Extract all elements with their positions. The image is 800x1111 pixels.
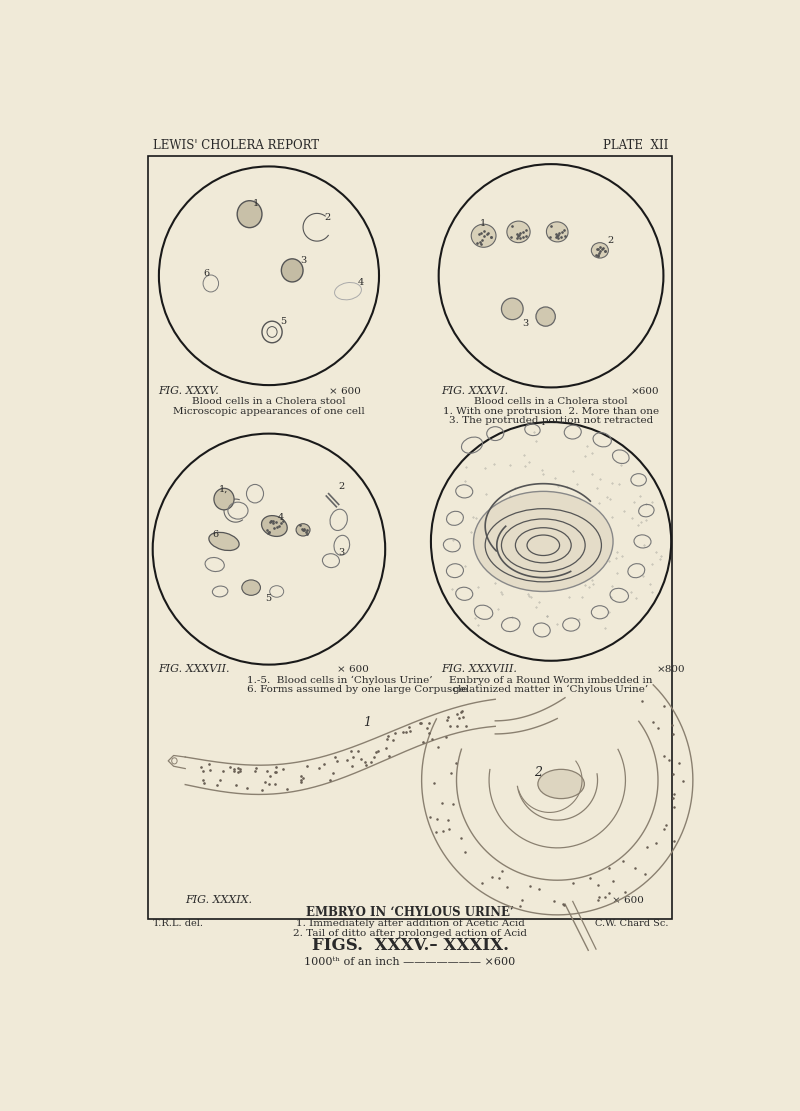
Ellipse shape <box>209 532 239 551</box>
Ellipse shape <box>471 224 496 248</box>
Text: 1: 1 <box>480 219 486 228</box>
Ellipse shape <box>237 201 262 228</box>
Text: 6. Forms assumed by one large Corpuscle: 6. Forms assumed by one large Corpuscle <box>247 685 468 694</box>
Text: 3. The protruded portion not retracted: 3. The protruded portion not retracted <box>449 416 653 424</box>
Text: 1.-5.  Blood cells in ‘Chylous Urine’: 1.-5. Blood cells in ‘Chylous Urine’ <box>247 675 433 685</box>
Ellipse shape <box>282 259 303 282</box>
Text: × 600: × 600 <box>611 897 643 905</box>
Text: C.W. Chard Sc.: C.W. Chard Sc. <box>595 920 669 929</box>
Text: 3: 3 <box>338 549 345 558</box>
Text: Blood cells in a Cholera stool: Blood cells in a Cholera stool <box>474 398 628 407</box>
Text: 2: 2 <box>534 767 542 779</box>
Text: FIG. XXXVII.: FIG. XXXVII. <box>158 664 230 674</box>
Text: 1. Immediately after addition of Acetic Acid: 1. Immediately after addition of Acetic … <box>295 920 525 929</box>
Text: 4: 4 <box>358 278 363 287</box>
Text: ×800: ×800 <box>657 665 685 674</box>
Text: 3: 3 <box>522 319 529 328</box>
Text: 5: 5 <box>281 318 286 327</box>
Ellipse shape <box>474 491 613 591</box>
Text: 3: 3 <box>300 256 306 264</box>
Text: Microscopic appearances of one cell: Microscopic appearances of one cell <box>173 407 365 416</box>
Text: FIG. XXXVIII.: FIG. XXXVIII. <box>441 664 517 674</box>
Text: PLATE  XII: PLATE XII <box>603 139 669 152</box>
Text: FIGS.  XXXV.– XXXIX.: FIGS. XXXV.– XXXIX. <box>311 937 509 953</box>
Ellipse shape <box>536 307 555 327</box>
Text: × 600: × 600 <box>337 665 369 674</box>
Text: 1000ᵗʰ of an inch ——————— ×600: 1000ᵗʰ of an inch ——————— ×600 <box>304 957 516 967</box>
Text: gelatinized matter in ‘Chylous Urine’: gelatinized matter in ‘Chylous Urine’ <box>454 685 649 694</box>
Text: 1,: 1, <box>218 484 228 493</box>
Text: 6: 6 <box>212 530 218 539</box>
Text: Embryo of a Round Worm imbedded in: Embryo of a Round Worm imbedded in <box>450 677 653 685</box>
Text: EMBRYO IN ‘CHYLOUS URINE’: EMBRYO IN ‘CHYLOUS URINE’ <box>306 905 514 919</box>
Text: 2: 2 <box>325 212 331 221</box>
Ellipse shape <box>591 242 608 258</box>
Text: LEWIS' CHOLERA REPORT: LEWIS' CHOLERA REPORT <box>153 139 319 152</box>
Text: 4: 4 <box>278 513 285 522</box>
Text: Blood cells in a Cholera stool: Blood cells in a Cholera stool <box>192 398 346 407</box>
Ellipse shape <box>262 516 287 537</box>
Text: 2: 2 <box>338 482 345 491</box>
Text: 5: 5 <box>265 594 271 603</box>
Text: 1: 1 <box>363 717 371 729</box>
Text: FIG. XXXVI.: FIG. XXXVI. <box>441 386 508 396</box>
Ellipse shape <box>502 298 523 320</box>
Text: 2: 2 <box>608 237 614 246</box>
Text: × 600: × 600 <box>329 387 361 396</box>
Text: FIG. XXXIX.: FIG. XXXIX. <box>186 895 252 905</box>
Ellipse shape <box>538 769 584 799</box>
Text: 1. With one protrusion  2. More than one: 1. With one protrusion 2. More than one <box>443 407 659 416</box>
Text: T.R.L. del.: T.R.L. del. <box>153 920 202 929</box>
Text: 6: 6 <box>204 269 210 278</box>
Ellipse shape <box>242 580 261 595</box>
Text: ×600: ×600 <box>631 387 659 396</box>
Text: FIG. XXXV.: FIG. XXXV. <box>158 386 219 396</box>
Text: 2. Tail of ditto after prolonged action of Acid: 2. Tail of ditto after prolonged action … <box>293 929 527 938</box>
Ellipse shape <box>296 523 310 536</box>
Ellipse shape <box>546 222 568 242</box>
Text: 1: 1 <box>253 200 259 209</box>
Ellipse shape <box>507 221 530 242</box>
Bar <box>148 157 672 919</box>
Ellipse shape <box>214 489 234 510</box>
